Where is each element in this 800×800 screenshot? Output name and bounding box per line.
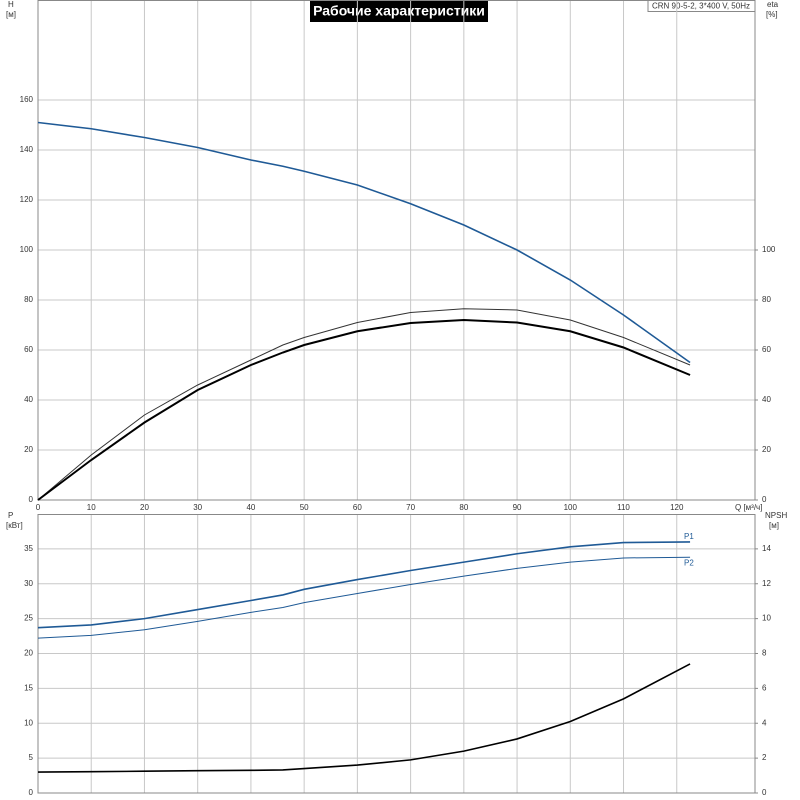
series-label: P1 xyxy=(684,532,694,541)
y2-tick-label: 14 xyxy=(762,544,771,553)
y2-tick-label: 8 xyxy=(762,649,767,658)
plot-frame xyxy=(37,514,756,794)
y-tick-label: 160 xyxy=(20,95,34,104)
y-tick-label: 40 xyxy=(24,395,33,404)
y2-tick-label: 20 xyxy=(762,445,771,454)
y-axis-unit: [м] xyxy=(6,10,16,19)
y-axis-label: P xyxy=(8,511,13,520)
y2-tick-label: 4 xyxy=(762,718,767,727)
x-tick-label: 60 xyxy=(353,503,362,512)
x-tick-label: 20 xyxy=(140,503,149,512)
y2-tick-label: 2 xyxy=(762,753,767,762)
y-tick-label: 0 xyxy=(29,495,34,504)
curve xyxy=(37,556,691,639)
x-tick-label: 100 xyxy=(564,503,578,512)
y-tick-label: 20 xyxy=(24,445,33,454)
y2-tick-label: 0 xyxy=(762,788,767,797)
y-tick-label: 80 xyxy=(24,295,33,304)
x-tick-label: 30 xyxy=(193,503,202,512)
y-tick-label: 20 xyxy=(24,649,33,658)
x-tick-label: 70 xyxy=(406,503,415,512)
y-tick-label: 120 xyxy=(20,195,34,204)
curve xyxy=(37,121,691,364)
y-tick-label: 30 xyxy=(24,579,33,588)
title-box xyxy=(310,0,488,22)
curve xyxy=(37,308,691,501)
y-tick-label: 15 xyxy=(24,683,33,692)
y-tick-label: 10 xyxy=(24,718,33,727)
y2-tick-label: 6 xyxy=(762,683,767,692)
x-tick-label: 110 xyxy=(617,503,630,512)
y-axis-label: H xyxy=(8,0,14,9)
y2-tick-label: 40 xyxy=(762,395,771,404)
x-tick-label: 120 xyxy=(670,503,684,512)
plot-frame xyxy=(37,0,756,501)
chart-title: Рабочие характеристики xyxy=(313,3,485,19)
series-label: P2 xyxy=(684,558,694,567)
y2-tick-label: 10 xyxy=(762,614,771,623)
x-tick-label: 50 xyxy=(300,503,309,512)
curve xyxy=(37,663,691,773)
x-tick-label: 80 xyxy=(459,503,468,512)
y-tick-label: 35 xyxy=(24,544,33,553)
y2-axis-unit: [м] xyxy=(769,521,779,530)
chart-subtitle: CRN 90-5-2, 3*400 V, 50Hz xyxy=(652,2,750,11)
y-tick-label: 5 xyxy=(29,753,34,762)
y2-axis-label: eta xyxy=(767,0,779,9)
y-axis-unit: [кВт] xyxy=(6,521,23,530)
x-axis-label: Q [м³/ч] xyxy=(735,503,762,512)
y2-axis-unit: [%] xyxy=(766,10,778,19)
y-tick-label: 0 xyxy=(29,788,34,797)
y-tick-label: 60 xyxy=(24,345,33,354)
y-tick-label: 140 xyxy=(20,145,34,154)
y2-tick-label: 80 xyxy=(762,295,771,304)
y2-tick-label: 100 xyxy=(762,245,776,254)
y2-tick-label: 12 xyxy=(762,579,771,588)
x-tick-label: 90 xyxy=(513,503,522,512)
x-tick-label: 0 xyxy=(36,503,41,512)
curve xyxy=(37,318,691,501)
y2-axis-label: NPSH xyxy=(765,511,787,520)
y2-tick-label: 0 xyxy=(762,495,767,504)
curve xyxy=(37,541,691,629)
x-tick-label: 40 xyxy=(246,503,255,512)
y2-tick-label: 60 xyxy=(762,345,771,354)
y-tick-label: 100 xyxy=(20,245,34,254)
x-tick-label: 10 xyxy=(87,503,96,512)
y-tick-label: 25 xyxy=(24,614,33,623)
